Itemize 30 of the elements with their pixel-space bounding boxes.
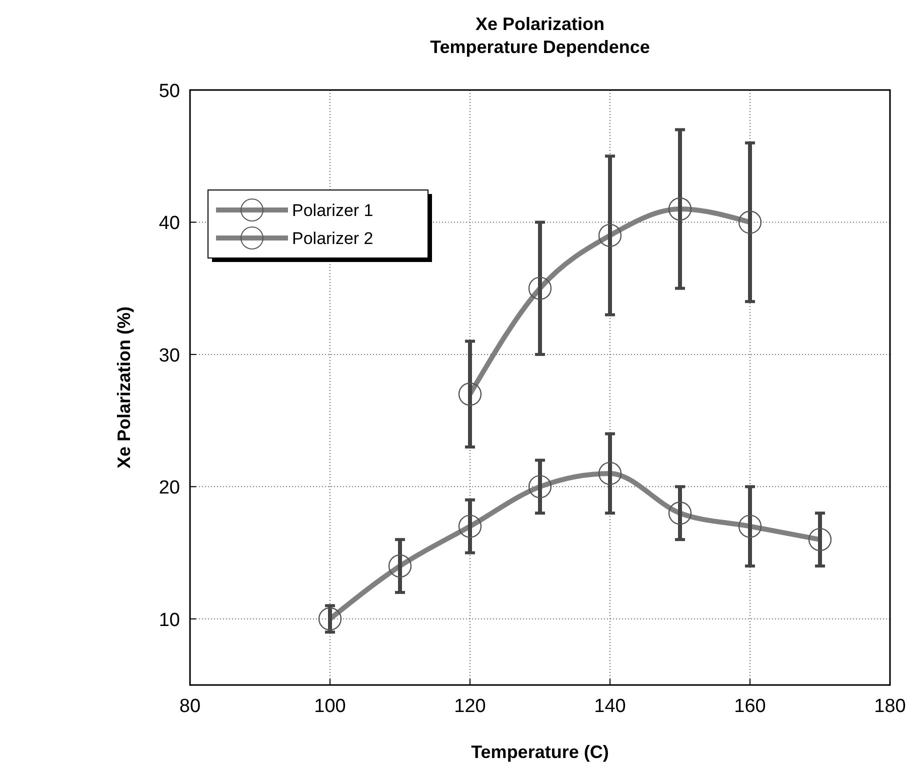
- y-axis-title: Xe Polarization (%): [114, 306, 134, 469]
- y-tick-label: 50: [158, 81, 180, 102]
- point: [668, 197, 692, 221]
- point: [598, 462, 622, 486]
- point: [738, 210, 762, 234]
- point: [458, 382, 482, 406]
- chart-subtitle: Temperature Dependence: [430, 37, 650, 57]
- x-axis-title: Temperature (C): [471, 742, 609, 762]
- chart-title: Xe Polarization: [475, 14, 605, 34]
- x-tick-label: 100: [314, 696, 346, 717]
- point: [388, 554, 412, 578]
- legend-label: Polarizer 2: [292, 229, 374, 248]
- point: [738, 514, 762, 538]
- point: [528, 475, 552, 498]
- x-tick-label: 120: [454, 696, 486, 717]
- point: [458, 514, 482, 538]
- x-tick-label: 80: [179, 696, 201, 717]
- point: [318, 607, 342, 630]
- y-tick-label: 20: [158, 478, 180, 499]
- y-tick-label: 30: [158, 345, 180, 366]
- point: [528, 276, 552, 300]
- legend-label: Polarizer 1: [292, 201, 374, 220]
- x-tick-label: 160: [734, 696, 766, 717]
- point: [668, 502, 692, 525]
- x-tick-label: 140: [594, 696, 626, 717]
- y-tick-label: 10: [158, 610, 180, 631]
- x-tick-label: 180: [874, 696, 906, 717]
- y-tick-label: 40: [158, 213, 180, 234]
- point: [808, 528, 832, 552]
- point: [598, 224, 622, 248]
